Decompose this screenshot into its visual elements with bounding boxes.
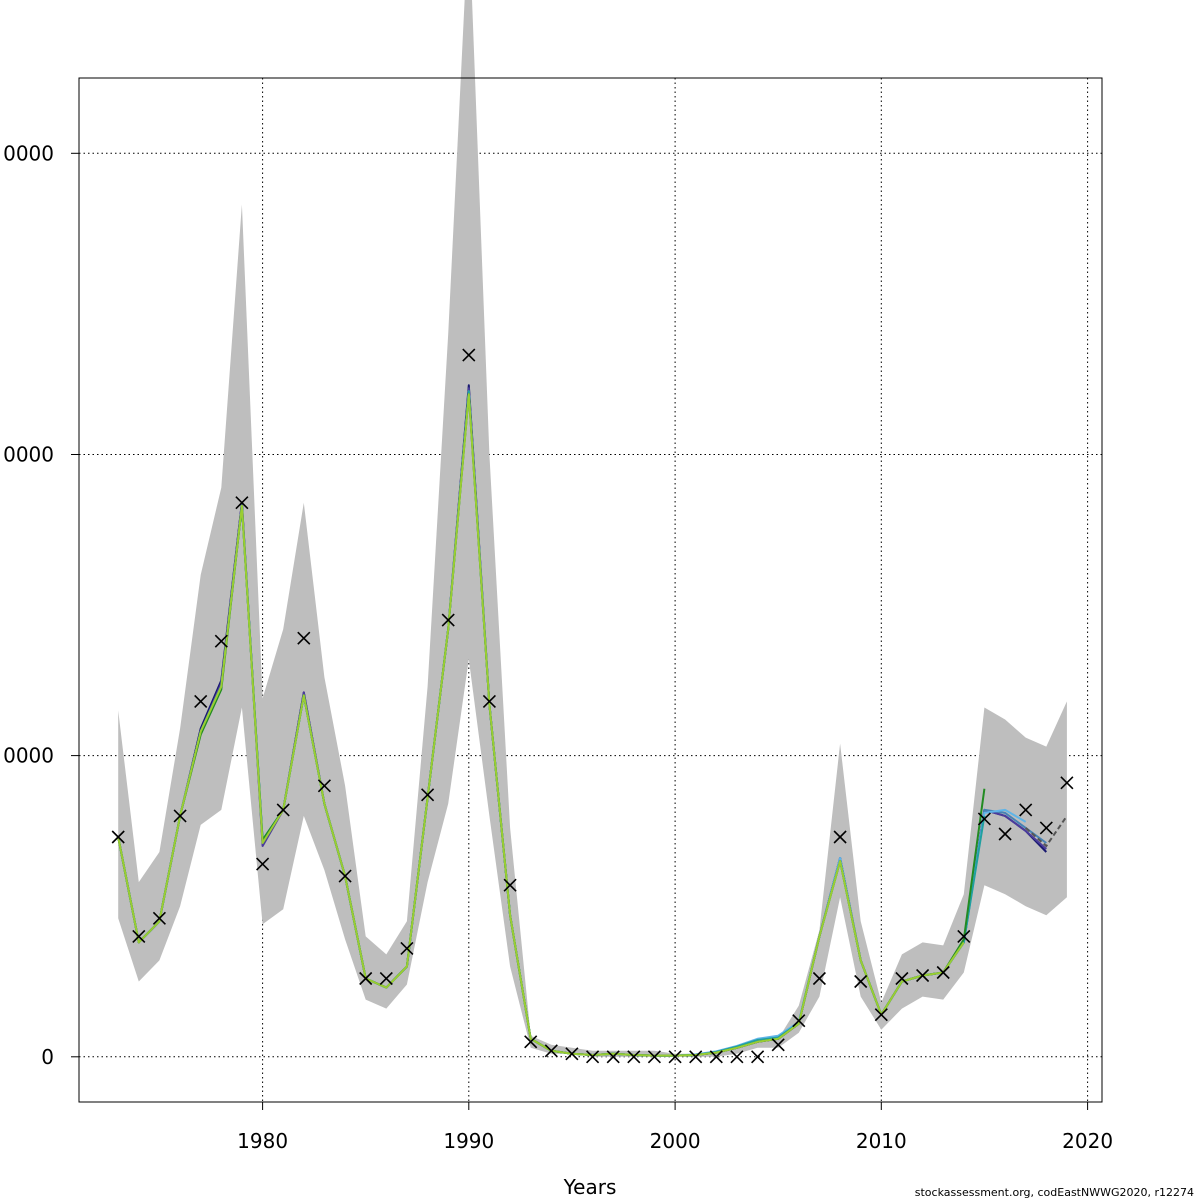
series-line-7	[117, 393, 965, 1057]
x-tick-label: 2000	[650, 1129, 701, 1153]
x-tick-label: 2020	[1062, 1129, 1113, 1153]
observed-point	[524, 1035, 538, 1049]
observed-point	[359, 971, 373, 986]
observed-point	[132, 929, 146, 943]
x-tick-label: 2010	[856, 1129, 907, 1153]
observed-point	[689, 1050, 703, 1064]
observed-point	[482, 694, 496, 708]
observed-point	[751, 1050, 765, 1064]
x-axis-title: Years	[563, 1175, 617, 1199]
observed-point	[317, 779, 331, 793]
observed-point	[854, 974, 868, 989]
observed-point	[400, 941, 414, 955]
observed-point	[977, 812, 991, 826]
y-tick-label: 0000	[3, 744, 54, 768]
observed-point	[647, 1050, 661, 1064]
observed-point	[194, 694, 208, 708]
observed-point	[173, 809, 187, 823]
observed-point	[338, 869, 352, 883]
x-tick-label: 1980	[237, 1129, 288, 1153]
observed-point	[421, 788, 435, 802]
plot-frame	[78, 77, 1103, 1103]
footer-credit: stockassessment.org, codEastNWWG2020, r1…	[915, 1186, 1194, 1199]
x-tick-label: 1990	[443, 1129, 494, 1153]
observed-point	[235, 496, 249, 510]
y-tick-label: 0000	[3, 141, 54, 165]
observed-point	[957, 929, 971, 943]
observed-point	[874, 1008, 888, 1022]
observed-point	[709, 1050, 723, 1064]
observed-point	[503, 878, 517, 892]
observed-markers-layer	[111, 348, 1074, 1064]
observed-point	[565, 1047, 579, 1061]
x-axis-ticks: 1980 1990 2000 2010 2020	[237, 1102, 1113, 1153]
observed-point	[276, 803, 290, 817]
observed-point	[586, 1050, 600, 1064]
observed-point	[152, 911, 166, 925]
observed-point	[606, 1050, 620, 1064]
observed-point	[895, 971, 909, 986]
observed-point	[462, 348, 476, 362]
observed-point	[379, 971, 393, 986]
observed-point	[1019, 803, 1033, 817]
observed-point	[1060, 776, 1074, 790]
observed-point	[256, 857, 270, 871]
observed-point	[544, 1044, 558, 1058]
observed-point	[627, 1050, 641, 1064]
observed-point	[998, 827, 1012, 841]
observed-point	[730, 1050, 744, 1064]
y-tick-label: 0000	[3, 443, 54, 467]
observed-point	[1039, 821, 1053, 835]
observed-point	[792, 1014, 806, 1028]
observed-point	[936, 965, 950, 980]
observed-point	[297, 631, 311, 645]
observed-point	[812, 971, 826, 986]
observed-point	[833, 830, 847, 844]
observed-point	[214, 634, 228, 648]
observed-point	[668, 1050, 682, 1064]
observed-point	[771, 1038, 785, 1052]
observed-point	[916, 968, 930, 983]
y-tick-label: 0	[41, 1045, 54, 1069]
observed-point	[441, 613, 455, 627]
observed-point	[111, 830, 125, 844]
forecast-dashed-line	[1025, 815, 1068, 848]
